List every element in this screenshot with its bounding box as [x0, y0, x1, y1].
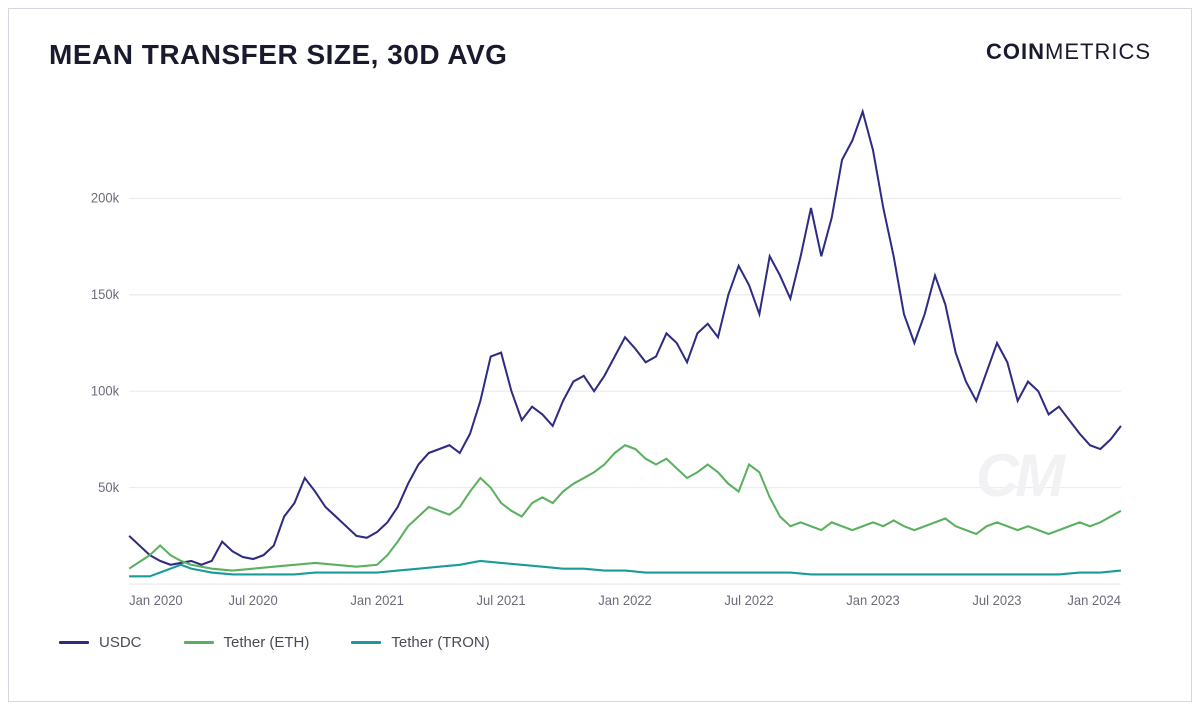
svg-text:Jul 2022: Jul 2022 — [724, 593, 773, 608]
legend-label: USDC — [99, 634, 142, 651]
svg-text:Jan 2020: Jan 2020 — [129, 593, 183, 608]
svg-text:Jul 2020: Jul 2020 — [229, 593, 278, 608]
legend-swatch — [59, 641, 89, 644]
legend-label: Tether (TRON) — [391, 634, 489, 651]
svg-text:Jan 2022: Jan 2022 — [598, 593, 652, 608]
series-usdc — [129, 112, 1121, 565]
svg-text:50k: 50k — [98, 480, 119, 495]
brand-light: METRICS — [1045, 39, 1151, 64]
chart-frame: MEAN TRANSFER SIZE, 30D AVG COINMETRICS … — [8, 8, 1192, 702]
svg-text:Jul 2021: Jul 2021 — [476, 593, 525, 608]
brand-bold: COIN — [986, 39, 1045, 64]
watermark: CM — [976, 441, 1061, 510]
svg-text:Jan 2024: Jan 2024 — [1067, 593, 1121, 608]
svg-text:Jul 2023: Jul 2023 — [972, 593, 1021, 608]
svg-text:100k: 100k — [91, 383, 120, 398]
legend-item-tether-eth: Tether (ETH) — [184, 634, 310, 651]
brand-logo: COINMETRICS — [986, 39, 1151, 65]
series-tether-tron- — [129, 561, 1121, 576]
legend-label: Tether (ETH) — [224, 634, 310, 651]
legend-swatch — [184, 641, 214, 644]
legend-item-usdc: USDC — [59, 634, 142, 651]
series-tether-eth- — [129, 445, 1121, 570]
svg-text:Jan 2023: Jan 2023 — [846, 593, 900, 608]
line-chart: 50k 100k 150k 200k Jan 2020 Jul 2020 Jan 2021 J… — [49, 81, 1151, 626]
svg-text:150k: 150k — [91, 287, 120, 302]
svg-text:Jan 2021: Jan 2021 — [350, 593, 404, 608]
legend-swatch — [351, 641, 381, 644]
header: MEAN TRANSFER SIZE, 30D AVG COINMETRICS — [49, 39, 1151, 71]
svg-text:200k: 200k — [91, 190, 120, 205]
legend: USDC Tether (ETH) Tether (TRON) — [49, 634, 1151, 651]
chart-area: CM 50k 100k 150k 200k Jan 2020 Jul 2020 Jan 20… — [49, 81, 1151, 626]
chart-title: MEAN TRANSFER SIZE, 30D AVG — [49, 39, 507, 71]
legend-item-tether-tron: Tether (TRON) — [351, 634, 489, 651]
